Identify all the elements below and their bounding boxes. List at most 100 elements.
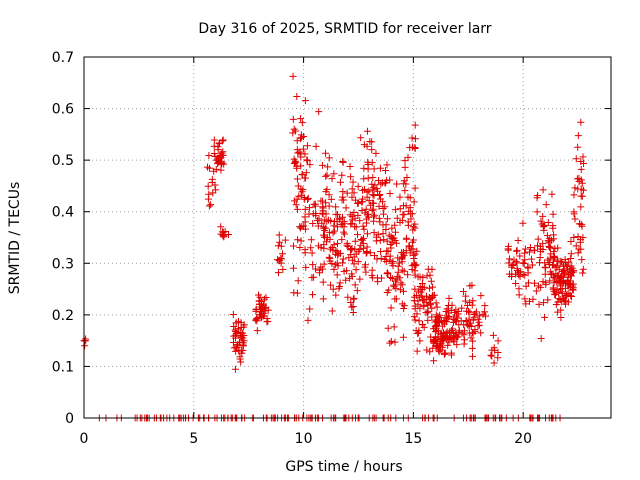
data-point bbox=[361, 261, 369, 269]
data-point bbox=[329, 229, 337, 237]
data-point bbox=[211, 181, 219, 189]
data-point bbox=[411, 135, 419, 143]
data-point bbox=[468, 301, 476, 309]
data-point bbox=[413, 310, 421, 318]
data-point bbox=[294, 277, 302, 285]
data-point bbox=[320, 224, 328, 232]
data-point bbox=[576, 220, 584, 228]
data-point bbox=[512, 280, 520, 288]
data-point bbox=[372, 149, 380, 157]
data-point bbox=[338, 196, 346, 204]
y-tick-label: 0.3 bbox=[52, 256, 74, 272]
data-point bbox=[395, 259, 403, 267]
data-point bbox=[400, 252, 408, 260]
data-point bbox=[415, 317, 423, 325]
data-point bbox=[546, 277, 554, 285]
data-point bbox=[469, 352, 477, 360]
data-point bbox=[375, 177, 383, 185]
data-point bbox=[336, 279, 344, 287]
data-point bbox=[368, 180, 376, 188]
data-point bbox=[363, 127, 371, 135]
data-point bbox=[448, 325, 456, 333]
data-point bbox=[488, 352, 496, 360]
data-point bbox=[568, 293, 576, 301]
data-point bbox=[306, 305, 314, 313]
data-point bbox=[444, 341, 452, 349]
data-point bbox=[388, 275, 396, 283]
data-point bbox=[396, 205, 404, 213]
data-point bbox=[297, 237, 305, 245]
data-point bbox=[377, 254, 385, 262]
data-point bbox=[322, 172, 330, 180]
data-point bbox=[547, 236, 555, 244]
data-point bbox=[289, 72, 297, 80]
data-point bbox=[236, 338, 244, 346]
data-point bbox=[312, 209, 320, 217]
data-point bbox=[464, 307, 472, 315]
data-point bbox=[374, 231, 382, 239]
data-point bbox=[335, 215, 343, 223]
data-point bbox=[465, 315, 473, 323]
data-point bbox=[411, 144, 419, 152]
data-point bbox=[432, 299, 440, 307]
data-point bbox=[303, 195, 311, 203]
data-point bbox=[574, 132, 582, 140]
data-point bbox=[342, 276, 350, 284]
data-point bbox=[452, 332, 460, 340]
data-point bbox=[379, 221, 387, 229]
data-point bbox=[430, 291, 438, 299]
data-point bbox=[363, 230, 371, 238]
data-point bbox=[368, 207, 376, 215]
data-point bbox=[335, 250, 343, 258]
data-point bbox=[337, 220, 345, 228]
data-point bbox=[332, 203, 340, 211]
data-point bbox=[508, 270, 516, 278]
data-point bbox=[454, 333, 462, 341]
data-point bbox=[290, 264, 298, 272]
data-point bbox=[454, 314, 462, 322]
data-point bbox=[554, 244, 562, 252]
data-point bbox=[401, 187, 409, 195]
data-point bbox=[363, 248, 371, 256]
data-point bbox=[347, 299, 355, 307]
data-point bbox=[482, 312, 490, 320]
data-point bbox=[515, 285, 523, 293]
data-point bbox=[428, 265, 436, 273]
data-point bbox=[256, 293, 264, 301]
data-point bbox=[386, 339, 394, 347]
data-point bbox=[387, 337, 395, 345]
data-point bbox=[232, 347, 240, 355]
data-point bbox=[275, 231, 283, 239]
data-point bbox=[331, 261, 339, 269]
data-point bbox=[327, 281, 335, 289]
data-point bbox=[369, 205, 377, 213]
data-point bbox=[387, 304, 395, 312]
data-point bbox=[556, 277, 564, 285]
data-point bbox=[383, 237, 391, 245]
data-point bbox=[381, 167, 389, 175]
data-point bbox=[406, 204, 414, 212]
data-point bbox=[533, 208, 541, 216]
data-point bbox=[540, 221, 548, 229]
data-point bbox=[394, 254, 402, 262]
data-point bbox=[333, 271, 341, 279]
data-point bbox=[447, 333, 455, 341]
data-point bbox=[418, 280, 426, 288]
data-point bbox=[528, 261, 536, 269]
data-point bbox=[356, 246, 364, 254]
data-point bbox=[328, 175, 336, 183]
data-point bbox=[383, 289, 391, 297]
data-point bbox=[541, 270, 549, 278]
data-point bbox=[397, 279, 405, 287]
data-point bbox=[264, 317, 272, 325]
data-point bbox=[448, 351, 456, 359]
data-point bbox=[412, 261, 420, 269]
data-point bbox=[539, 186, 547, 194]
data-point bbox=[423, 272, 431, 280]
data-point bbox=[219, 231, 227, 239]
data-point bbox=[571, 184, 579, 192]
data-point bbox=[370, 199, 378, 207]
data-point bbox=[232, 319, 240, 327]
data-point bbox=[450, 338, 458, 346]
data-point bbox=[429, 283, 437, 291]
